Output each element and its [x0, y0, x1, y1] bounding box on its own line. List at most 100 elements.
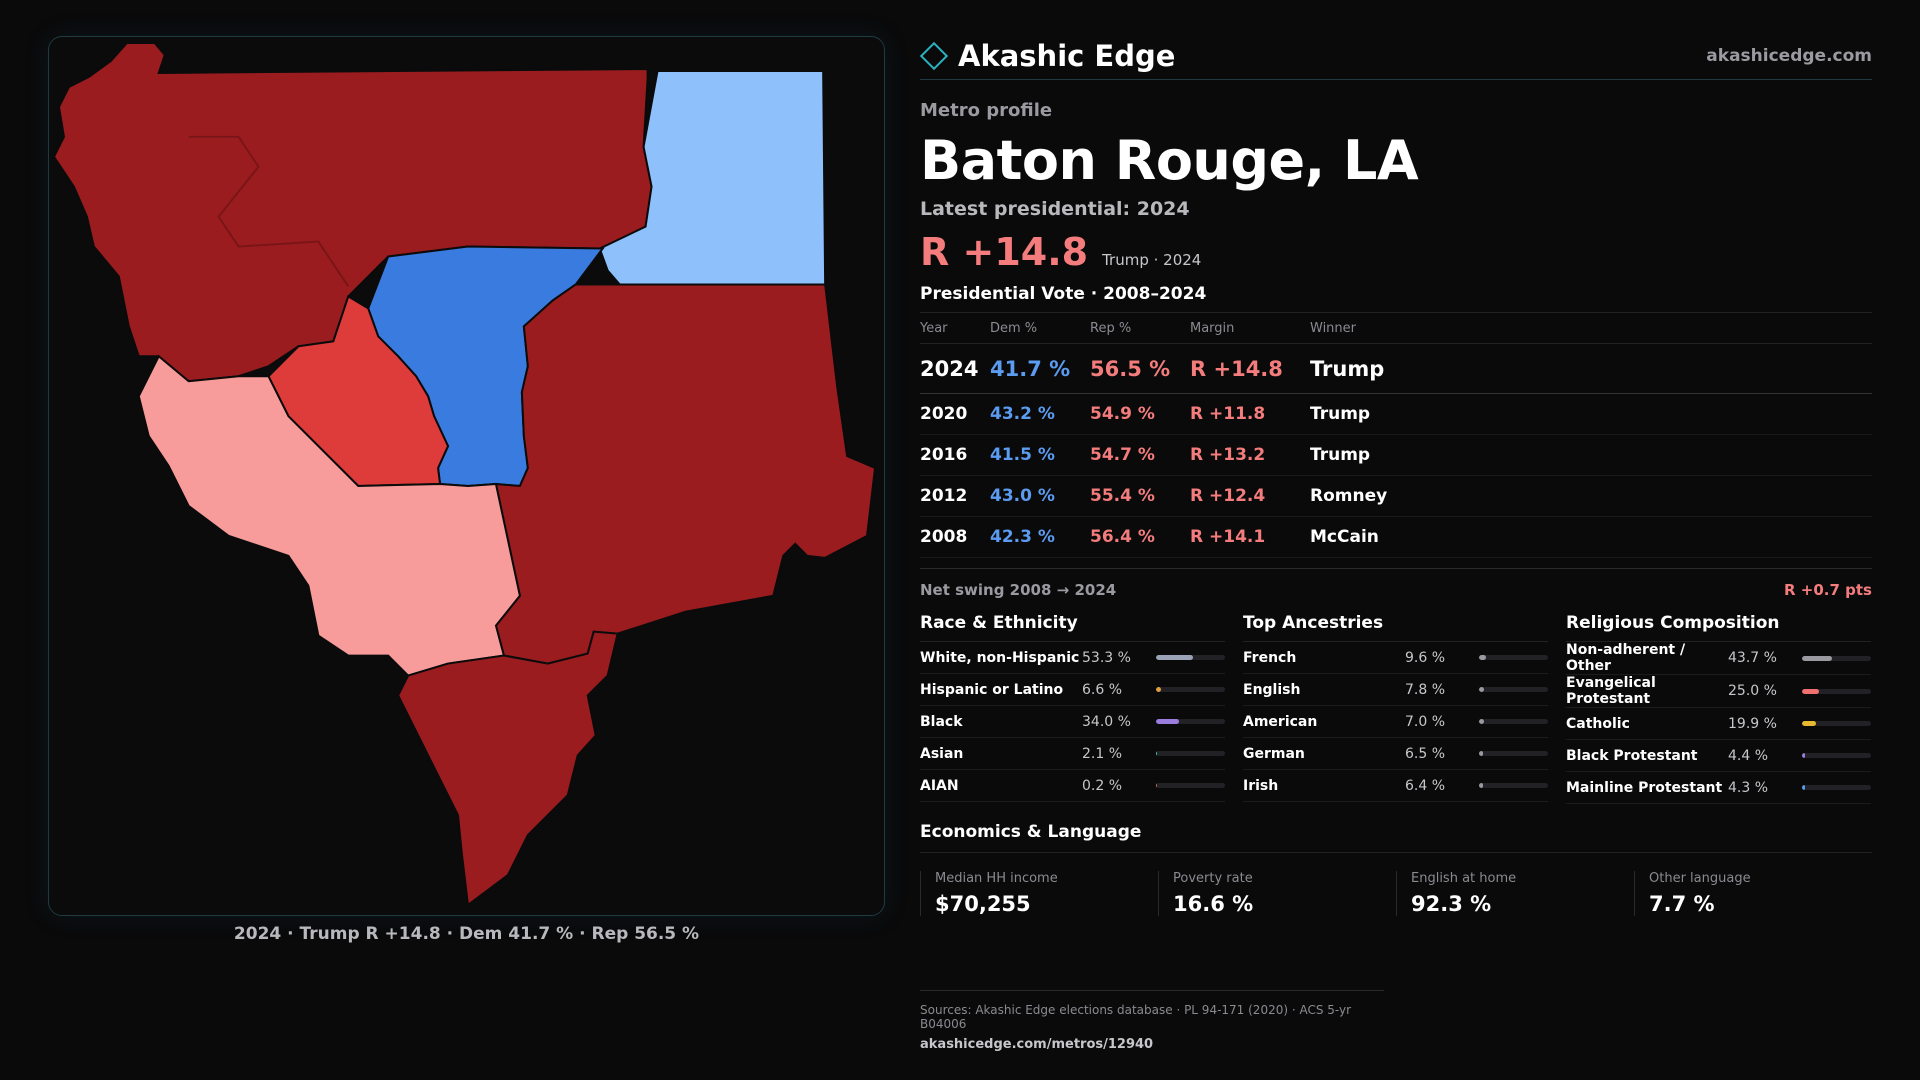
cell-rep: 56.4 %	[1090, 516, 1190, 558]
religion-value: 4.4 %	[1728, 747, 1769, 764]
race-list: White, non-Hispanic 53.3 % Hispanic or Lat…	[920, 642, 1225, 802]
ancestry-value: 7.8 %	[1405, 681, 1446, 698]
race-bar-fill	[1156, 719, 1180, 724]
race-name: Black	[920, 713, 963, 730]
brand[interactable]: Akashic Edge	[919, 39, 1175, 73]
ancestry-bar-fill	[1479, 719, 1484, 724]
metro-profile-panel: Akashic Edge akashicedge.com Metro profi…	[919, 36, 1872, 1052]
race-bar-fill	[1156, 687, 1161, 692]
table-row[interactable]: 2012 43.0 % 55.4 % R +12.4 Romney	[920, 475, 1872, 517]
cell-margin: R +14.8	[1190, 343, 1310, 394]
race-name: Hispanic or Latino	[920, 681, 1064, 698]
religion-value: 4.3 %	[1728, 779, 1769, 796]
religion-value: 19.9 %	[1728, 715, 1777, 732]
race-ethnicity-panel: Race & Ethnicity White, non-Hispanic 53.3…	[920, 613, 1225, 804]
ancestry-name: Irish	[1243, 777, 1279, 794]
ancestry-value: 6.4 %	[1405, 777, 1446, 794]
ancestry-value: 7.0 %	[1405, 713, 1446, 730]
economics-title: Economics & Language	[920, 822, 1872, 853]
cell-rep: 56.5 %	[1090, 343, 1190, 394]
race-value: 6.6 %	[1082, 681, 1123, 698]
ancestry-bar-fill	[1479, 751, 1484, 756]
ancestry-name: German	[1243, 745, 1305, 762]
religion-panel: Religious Composition Non-adherent / Oth…	[1566, 613, 1871, 804]
table-row[interactable]: 2008 42.3 % 56.4 % R +14.1 McCain	[920, 516, 1872, 558]
ancestry-name: French	[1243, 649, 1297, 666]
cell-winner: Trump	[1310, 343, 1872, 394]
metro-map[interactable]	[48, 36, 885, 916]
county-east[interactable]	[494, 283, 877, 665]
ancestry-row: German 6.5 %	[1243, 738, 1548, 770]
religion-bar	[1802, 721, 1871, 726]
ancestry-bar-fill	[1479, 655, 1486, 660]
cell-dem: 43.0 %	[990, 475, 1090, 517]
net-swing-value: R +0.7 pts	[1784, 581, 1872, 599]
race-bar	[1156, 719, 1225, 724]
ancestry-list: French 9.6 % English 7.8 % American 7.0 % Germ…	[1243, 642, 1548, 802]
table-header-row: Year Dem % Rep % Margin Winner	[920, 312, 1872, 344]
cell-margin: R +12.4	[1190, 475, 1310, 517]
econ-card-other-language: Other language 7.7 %	[1634, 871, 1872, 916]
religion-bar	[1802, 688, 1871, 694]
cell-year: 2016	[920, 434, 990, 476]
economics-grid: Median HH income $70,255 Poverty rate 16…	[920, 871, 1872, 916]
race-bar	[1156, 687, 1225, 692]
ancestries-title: Top Ancestries	[1243, 613, 1548, 642]
ancestry-value: 6.5 %	[1405, 745, 1446, 762]
county-map-svg	[52, 42, 877, 907]
cell-margin: R +11.8	[1190, 393, 1310, 435]
table-row[interactable]: 2016 41.5 % 54.7 % R +13.2 Trump	[920, 434, 1872, 476]
econ-card-poverty: Poverty rate 16.6 %	[1158, 871, 1396, 916]
ancestry-bar	[1479, 655, 1548, 660]
cell-year: 2012	[920, 475, 990, 517]
race-row: Hispanic or Latino 6.6 %	[920, 674, 1225, 706]
cell-winner: McCain	[1310, 516, 1872, 558]
col-header-dem: Dem %	[990, 312, 1090, 344]
footer-permalink[interactable]: akashicedge.com/metros/12940	[920, 1037, 1154, 1052]
race-row: Asian 2.1 %	[920, 738, 1225, 770]
ancestry-row: American 7.0 %	[1243, 706, 1548, 738]
cell-year: 2020	[920, 393, 990, 435]
race-value: 2.1 %	[1082, 745, 1123, 762]
religion-name: Non-adherent / Other	[1566, 642, 1686, 674]
county-boundary-lines	[188, 135, 350, 288]
table-row[interactable]: 2020 43.2 % 54.9 % R +11.8 Trump	[920, 393, 1872, 435]
cell-winner: Romney	[1310, 475, 1872, 517]
ancestry-bar	[1479, 783, 1548, 788]
county-northeast[interactable]	[598, 69, 827, 286]
race-name: White, non-Hispanic	[920, 649, 1080, 666]
race-row: Black 34.0 %	[920, 706, 1225, 738]
presidential-vote-table: Year Dem % Rep % Margin Winner 2024 41.7…	[920, 312, 1872, 558]
latest-margin: R +14.8 Trump · 2024	[920, 230, 1872, 274]
county-south[interactable]	[397, 630, 619, 907]
econ-card-english: English at home 92.3 %	[1396, 871, 1634, 916]
race-bar-fill	[1156, 751, 1158, 756]
econ-label: Median HH income	[935, 871, 1058, 886]
econ-card-income: Median HH income $70,255	[920, 871, 1158, 916]
race-name: Asian	[920, 745, 964, 762]
col-header-margin: Margin	[1190, 312, 1310, 344]
ancestry-bar-fill	[1479, 687, 1485, 692]
cell-year: 2024	[920, 343, 990, 394]
cell-rep: 54.7 %	[1090, 434, 1190, 476]
net-swing-label: Net swing 2008 → 2024	[920, 581, 1117, 599]
cell-dem: 41.5 %	[990, 434, 1090, 476]
demographics-columns: Race & Ethnicity White, non-Hispanic 53.3…	[920, 613, 1872, 804]
cell-dem: 42.3 %	[990, 516, 1090, 558]
econ-label: Other language	[1649, 871, 1751, 886]
religion-row: Mainline Protestant 4.3 %	[1566, 772, 1871, 804]
cell-dem: 43.2 %	[990, 393, 1090, 435]
religion-bar-fill	[1802, 785, 1805, 790]
race-ethnicity-title: Race & Ethnicity	[920, 613, 1225, 642]
ancestry-row: English 7.8 %	[1243, 674, 1548, 706]
ancestry-value: 9.6 %	[1405, 649, 1446, 666]
footer-sources: Sources: Akashic Edge elections database…	[920, 1003, 1352, 1031]
col-header-year: Year	[920, 312, 990, 344]
table-row[interactable]: 2024 41.7 % 56.5 % R +14.8 Trump	[920, 343, 1872, 394]
latest-presidential-label: Latest presidential: 2024	[920, 198, 1190, 220]
religion-value: 43.7 %	[1728, 650, 1777, 666]
religion-value: 25.0 %	[1728, 683, 1777, 699]
cell-dem: 41.7 %	[990, 343, 1090, 394]
brand-url-link[interactable]: akashicedge.com	[1706, 45, 1872, 66]
ancestry-bar	[1479, 687, 1548, 692]
